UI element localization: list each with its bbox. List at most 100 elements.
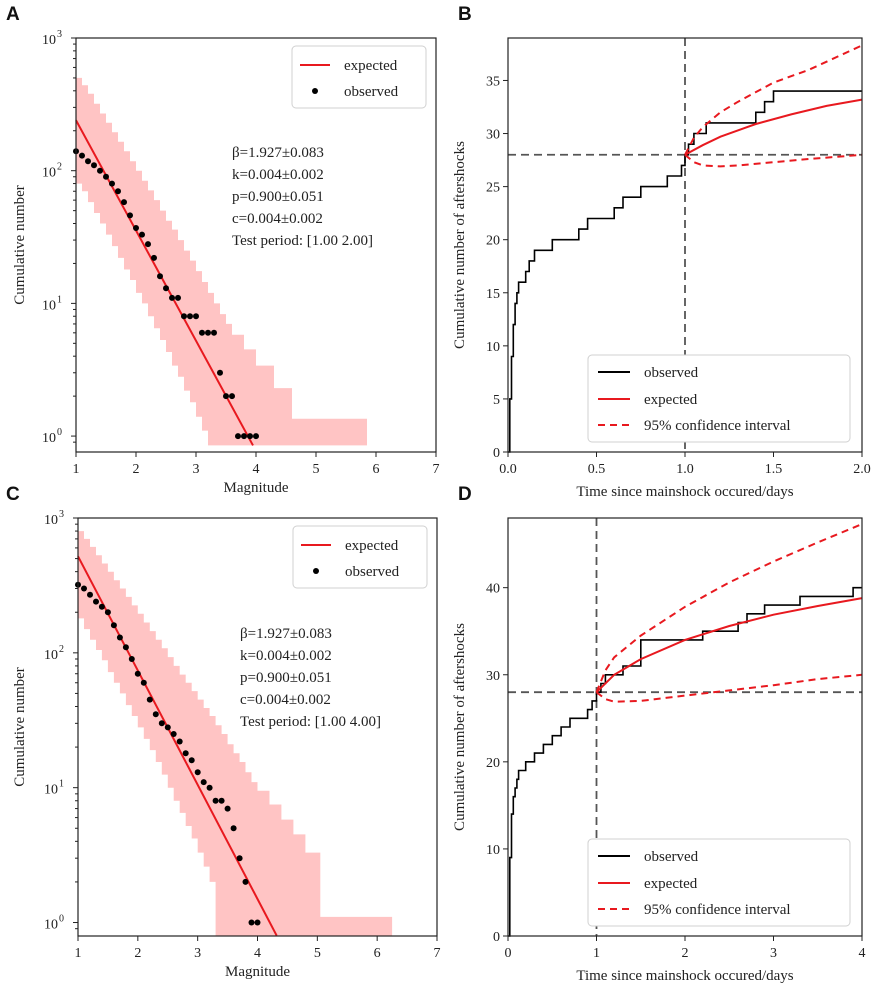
- y-tick-exponent: 2: [59, 644, 64, 655]
- observed-point: [151, 254, 157, 261]
- parameter-annotation: p=0.900±0.051: [232, 189, 324, 205]
- observed-point: [200, 779, 207, 786]
- ci-lower-line: [684, 153, 863, 168]
- legend-observed-label: observed: [644, 365, 699, 381]
- legend-observed-label: observed: [344, 84, 399, 100]
- observed-point: [170, 731, 177, 737]
- y-tick-label: 10: [42, 298, 56, 313]
- observed-point: [140, 679, 147, 686]
- x-tick-label: 2: [133, 462, 140, 477]
- legend: observed expected 95% confidence interval: [587, 354, 851, 443]
- x-tick-label: 6: [374, 946, 381, 961]
- observed-point: [194, 769, 201, 776]
- parameter-annotation: k=0.004±0.002: [232, 167, 324, 183]
- observed-point: [146, 696, 153, 703]
- observed-point: [235, 433, 241, 440]
- legend-ci-label: 95% confidence interval: [644, 902, 791, 918]
- y-tick-label: 10: [44, 783, 58, 798]
- y-tick-label: 30: [486, 669, 500, 684]
- y-tick-exponent: 3: [57, 29, 62, 40]
- parameter-annotation: Test period: [1.00 4.00]: [240, 714, 381, 730]
- x-tick-label: 1: [593, 946, 600, 961]
- y-tick-label: 10: [42, 166, 56, 181]
- observed-point: [98, 603, 105, 610]
- ci-lower-line: [595, 673, 863, 703]
- panel-letter-b: B: [458, 4, 472, 25]
- y-tick-label: 10: [44, 918, 58, 933]
- observed-point: [229, 393, 235, 400]
- observed-point: [218, 797, 225, 804]
- legend: expected observed: [291, 45, 427, 109]
- legend-box: [587, 838, 851, 927]
- legend-box: [291, 45, 427, 109]
- y-tick-exponent: 0: [59, 914, 64, 925]
- expected-line: [77, 555, 278, 937]
- observed-line: [508, 90, 862, 453]
- confidence-band: [78, 531, 393, 936]
- observed-point: [247, 433, 253, 440]
- legend-observed-label: observed: [345, 564, 400, 580]
- legend-observed-swatch: [312, 88, 318, 94]
- confidence-band: [76, 77, 367, 446]
- legend-expected-label: expected: [345, 538, 399, 554]
- x-tick-label: 1: [73, 462, 80, 477]
- observed-point: [242, 878, 249, 885]
- observed-point: [224, 805, 231, 812]
- observed-point: [93, 598, 99, 605]
- observed-line: [508, 586, 862, 937]
- observed-point: [254, 919, 261, 926]
- y-tick-label: 10: [486, 843, 500, 858]
- observed-point: [182, 750, 189, 757]
- y-tick-exponent: 3: [59, 509, 64, 520]
- x-axis-label: Magnitude: [224, 480, 289, 496]
- y-axis-label: Cumulative number of aftershocks: [452, 623, 468, 831]
- x-axis-label: Magnitude: [225, 964, 290, 980]
- legend-expected-label: expected: [644, 392, 698, 408]
- observed-point: [81, 585, 87, 592]
- y-tick-label: 0: [493, 446, 500, 461]
- x-tick-label: 7: [434, 946, 441, 961]
- y-tick-exponent: 0: [57, 427, 62, 438]
- observed-point: [206, 784, 213, 791]
- y-tick-label: 35: [486, 74, 500, 89]
- observed-point: [85, 158, 91, 165]
- parameter-annotation: β=1.927±0.083: [240, 626, 332, 642]
- y-axis-label: Cumulative number: [12, 667, 28, 787]
- observed-point: [211, 329, 217, 336]
- parameter-annotation: c=0.004±0.002: [240, 692, 331, 708]
- x-tick-label: 2: [682, 946, 689, 961]
- observed-point: [188, 757, 195, 764]
- y-tick-label: 20: [486, 756, 500, 771]
- observed-point: [169, 294, 175, 301]
- observed-point: [193, 313, 199, 320]
- observed-point: [97, 167, 103, 174]
- observed-point: [91, 162, 97, 169]
- legend: expected observed: [292, 525, 428, 589]
- legend: observed expected 95% confidence interval: [587, 838, 851, 927]
- observed-point: [121, 199, 127, 206]
- observed-point: [128, 656, 135, 662]
- legend-expected-label: expected: [344, 58, 398, 74]
- y-tick-label: 40: [486, 582, 500, 597]
- x-tick-label: 6: [373, 462, 380, 477]
- observed-point: [158, 720, 165, 727]
- y-tick-label: 10: [42, 431, 56, 446]
- observed-point: [133, 225, 139, 231]
- y-tick-exponent: 1: [59, 779, 64, 790]
- x-tick-label: 4: [254, 946, 261, 961]
- observed-point: [212, 797, 219, 804]
- x-tick-label: 3: [193, 462, 200, 477]
- y-tick-label: 25: [486, 181, 500, 196]
- x-tick-label: 5: [313, 462, 320, 477]
- observed-point: [236, 855, 243, 862]
- x-tick-label: 4: [253, 462, 260, 477]
- observed-point: [79, 152, 85, 159]
- x-tick-label: 3: [194, 946, 201, 961]
- legend-observed-swatch: [313, 568, 319, 574]
- x-axis-label: Time since mainshock occured/days: [576, 968, 793, 984]
- observed-point: [115, 188, 121, 195]
- x-tick-label: 1.5: [765, 462, 783, 477]
- observed-point: [110, 622, 117, 629]
